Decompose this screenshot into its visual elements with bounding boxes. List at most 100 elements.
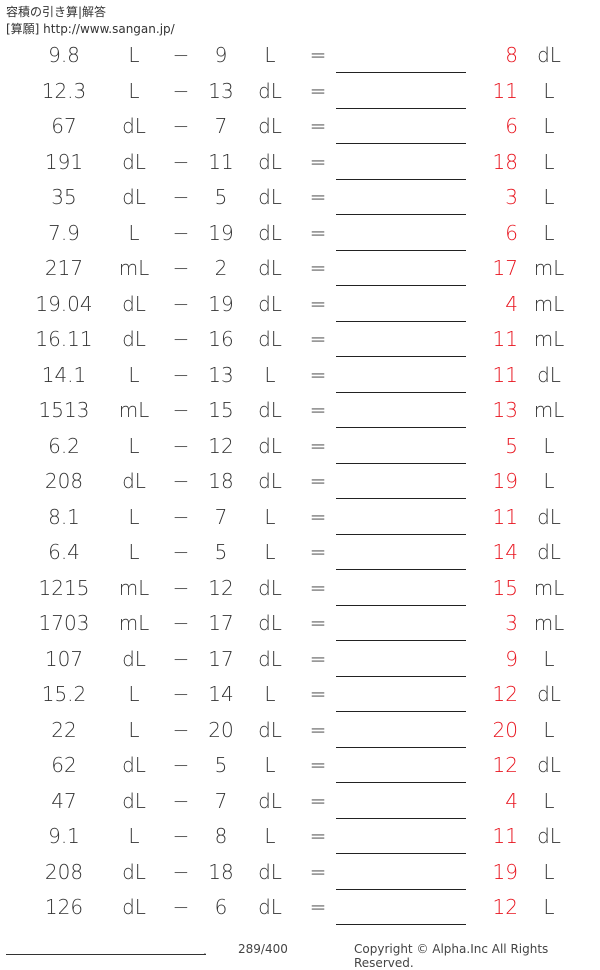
minuend-unit: L bbox=[128, 824, 140, 848]
minus-sign: − bbox=[172, 149, 190, 174]
problem-row: 1513 mL −15 dL = 13 mL bbox=[0, 393, 600, 428]
minus-sign: − bbox=[172, 220, 190, 245]
minuend: 22 bbox=[51, 717, 77, 742]
minuend-unit: L bbox=[128, 43, 140, 67]
subtrahend: 16 bbox=[208, 327, 234, 351]
answer-unit: L bbox=[543, 895, 555, 919]
answer-line bbox=[336, 72, 466, 73]
answer-line bbox=[336, 320, 466, 322]
minus-sign: − bbox=[172, 717, 190, 742]
equals-sign: = bbox=[309, 575, 327, 600]
minuend: 8.1 bbox=[48, 504, 80, 529]
minuend: 1703 bbox=[38, 611, 90, 635]
subtrahend: 5 bbox=[214, 540, 228, 564]
subtrahend-unit: dL bbox=[258, 291, 282, 316]
subtrahend-unit: L bbox=[264, 824, 276, 848]
problem-row: 62 dL −5 L = 12 dL bbox=[0, 748, 600, 783]
minuend: 14.1 bbox=[41, 362, 87, 387]
subtrahend: 11 bbox=[208, 149, 234, 174]
answer-unit: L bbox=[543, 646, 555, 671]
answer-unit: mL bbox=[533, 327, 565, 351]
subtrahend: 5 bbox=[214, 185, 228, 209]
answer-line bbox=[336, 675, 466, 677]
answer-line bbox=[336, 249, 466, 251]
subtrahend: 7 bbox=[214, 504, 228, 529]
answer: 18 bbox=[492, 149, 518, 174]
answer: 3 bbox=[505, 185, 518, 209]
minuend-unit: L bbox=[128, 504, 140, 529]
minuend: 217 bbox=[44, 256, 84, 280]
answer: 6 bbox=[505, 114, 518, 138]
equals-sign: = bbox=[309, 185, 327, 209]
answer-line bbox=[336, 782, 466, 783]
answer: 12 bbox=[492, 895, 518, 919]
minuend: 1513 bbox=[38, 398, 90, 422]
problem-row: 6.4 L −5 L = 14 dL bbox=[0, 535, 600, 570]
problem-row: 217 mL −2 dL = 17 mL bbox=[0, 251, 600, 286]
equals-sign: = bbox=[309, 433, 327, 458]
problem-row: 1215 mL −12 dL = 15 mL bbox=[0, 571, 600, 606]
subtrahend-unit: dL bbox=[258, 859, 282, 884]
subtrahend-unit: dL bbox=[258, 256, 282, 280]
minuend-unit: dL bbox=[122, 149, 146, 174]
problem-row: 67 dL −7 dL = 6 L bbox=[0, 109, 600, 144]
equals-sign: = bbox=[309, 682, 327, 706]
equals-sign: = bbox=[309, 256, 327, 280]
answer-unit: L bbox=[543, 185, 555, 209]
answer-unit: L bbox=[543, 859, 555, 884]
equals-sign: = bbox=[309, 753, 327, 777]
answer: 6 bbox=[505, 220, 518, 245]
name-line bbox=[6, 954, 206, 955]
minus-sign: − bbox=[172, 469, 190, 493]
answer: 11 bbox=[492, 824, 518, 848]
minus-sign: − bbox=[172, 504, 190, 529]
answer-unit: mL bbox=[533, 256, 565, 280]
subtrahend-unit: dL bbox=[258, 433, 282, 458]
equals-sign: = bbox=[309, 43, 327, 67]
answer-line bbox=[336, 569, 466, 570]
answer-unit: mL bbox=[533, 291, 565, 316]
minus-sign: − bbox=[172, 433, 190, 458]
minus-sign: − bbox=[172, 78, 190, 103]
equals-sign: = bbox=[309, 114, 327, 138]
minuend-unit: dL bbox=[122, 327, 146, 351]
answer-unit: mL bbox=[533, 575, 565, 600]
subtrahend-unit: L bbox=[264, 43, 276, 67]
subtrahend: 14 bbox=[208, 682, 234, 706]
problem-row: 14.1 L −13 L = 11 dL bbox=[0, 358, 600, 393]
minuend: 9.8 bbox=[48, 43, 80, 67]
answer-line bbox=[336, 107, 466, 109]
problem-row: 9.1 L −8 L = 11 dL bbox=[0, 819, 600, 854]
worksheet-title: 容積の引き算|解答 bbox=[6, 5, 107, 19]
answer-line bbox=[336, 746, 466, 748]
subtrahend-unit: dL bbox=[258, 327, 282, 351]
answer-unit: L bbox=[543, 114, 555, 138]
answer: 12 bbox=[492, 753, 518, 777]
problem-row: 8.1 L −7 L = 11 dL bbox=[0, 500, 600, 535]
answer: 11 bbox=[492, 327, 518, 351]
minuend: 1215 bbox=[38, 575, 90, 600]
subtrahend: 2 bbox=[214, 256, 228, 280]
subtrahend-unit: dL bbox=[258, 469, 282, 493]
equals-sign: = bbox=[309, 646, 327, 671]
site-url: [算願] http://www.sangan.jp/ bbox=[6, 22, 175, 36]
answer-line bbox=[336, 178, 466, 180]
minuend: 47 bbox=[51, 788, 77, 813]
subtrahend-unit: dL bbox=[258, 788, 282, 813]
equals-sign: = bbox=[309, 540, 327, 564]
answer: 5 bbox=[505, 433, 518, 458]
equals-sign: = bbox=[309, 717, 327, 742]
answer-line bbox=[336, 214, 466, 215]
minuend: 6.4 bbox=[48, 540, 80, 564]
problem-row: 35 dL −5 dL = 3 L bbox=[0, 180, 600, 215]
minus-sign: − bbox=[172, 611, 190, 635]
minus-sign: − bbox=[172, 824, 190, 848]
subtrahend-unit: L bbox=[264, 753, 276, 777]
subtrahend: 12 bbox=[208, 575, 234, 600]
minuend: 62 bbox=[51, 753, 77, 777]
answer-unit: dL bbox=[537, 753, 561, 777]
answer-line bbox=[336, 640, 466, 641]
answer-line bbox=[336, 356, 466, 357]
minuend-unit: mL bbox=[118, 398, 150, 422]
subtrahend: 7 bbox=[214, 114, 228, 138]
